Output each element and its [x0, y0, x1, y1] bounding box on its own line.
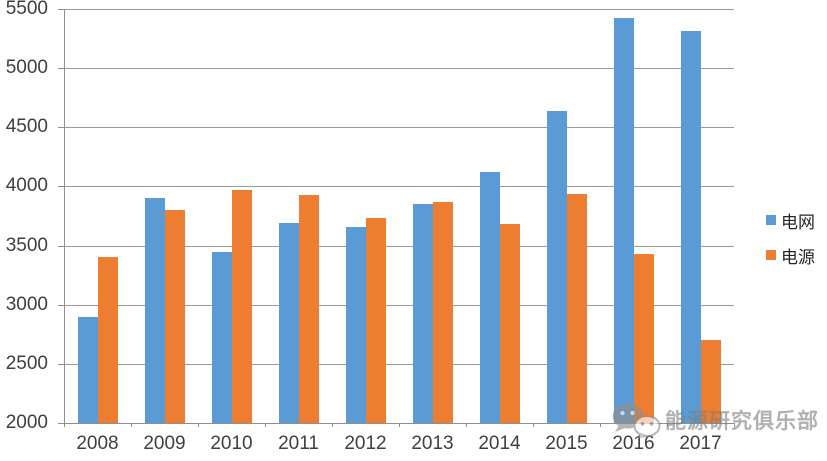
- y-axis-line: [64, 9, 65, 423]
- x-tick-label: 2008: [76, 433, 119, 454]
- x-tick-label: 2014: [478, 433, 521, 454]
- y-tick-label: 5500: [5, 0, 48, 19]
- y-axis-tick: [58, 186, 64, 188]
- bar-power-source-2008: [97, 256, 118, 423]
- y-axis-tick: [58, 9, 64, 10]
- y-tick-label: 3500: [5, 234, 48, 256]
- x-axis-tick: [198, 423, 199, 427]
- legend-item-power-source: 电源: [766, 246, 815, 267]
- legend-label-electric-grid: 电网: [781, 212, 815, 232]
- bar-power-source-2010: [231, 190, 252, 423]
- x-tick-label: 2011: [278, 433, 319, 454]
- y-grid-line: [64, 363, 734, 365]
- bar-electric-grid-2010: [211, 251, 232, 423]
- x-tick-label: 2012: [344, 433, 387, 454]
- y-grid-line: [64, 304, 734, 306]
- y-grid-line: [64, 9, 734, 10]
- bar-power-source-2016: [633, 253, 654, 423]
- bar-electric-grid-2009: [144, 198, 165, 423]
- bar-power-source-2015: [566, 193, 587, 423]
- x-axis-tick: [131, 423, 132, 427]
- bar-electric-grid-2015: [546, 110, 567, 423]
- x-axis-tick: [64, 423, 65, 427]
- x-tick-label: 2016: [612, 433, 655, 454]
- y-tick-label: 4000: [5, 175, 48, 197]
- y-tick-label: 2000: [5, 412, 48, 433]
- bar-electric-grid-2014: [479, 172, 500, 423]
- y-tick-label: 2500: [5, 352, 48, 374]
- x-axis-tick: [265, 423, 266, 427]
- x-tick-label: 2009: [143, 433, 186, 454]
- bar-electric-grid-2017: [680, 30, 701, 423]
- x-axis-tick: [399, 423, 400, 427]
- y-tick-label: 5000: [5, 57, 48, 79]
- y-axis-tick: [58, 304, 64, 306]
- y-axis-tick: [58, 423, 64, 424]
- x-axis-tick: [667, 423, 668, 427]
- x-tick-label: 2015: [545, 433, 588, 454]
- legend: 电网 电源: [766, 211, 815, 281]
- bar-power-source-2011: [298, 194, 319, 423]
- bar-power-source-2017: [700, 340, 721, 423]
- bar-electric-grid-2013: [412, 204, 433, 423]
- x-tick-label: 2010: [210, 433, 253, 454]
- x-axis-tick: [734, 423, 735, 427]
- bar-power-source-2009: [164, 209, 185, 423]
- x-axis-tick: [600, 423, 601, 427]
- legend-swatch-power-source: [766, 250, 776, 260]
- y-axis-tick: [58, 127, 64, 129]
- y-tick-label: 3000: [5, 293, 48, 315]
- x-axis-tick: [533, 423, 534, 427]
- x-axis-tick: [332, 423, 333, 427]
- bar-power-source-2014: [499, 223, 520, 423]
- y-axis-tick: [58, 245, 64, 247]
- y-tick-label: 4500: [5, 116, 48, 138]
- bar-electric-grid-2011: [278, 223, 299, 423]
- legend-label-power-source: 电源: [781, 247, 815, 267]
- legend-item-electric-grid: 电网: [766, 211, 815, 232]
- legend-swatch-electric-grid: [766, 215, 776, 225]
- y-grid-line: [64, 127, 734, 129]
- bar-power-source-2012: [365, 218, 386, 423]
- y-axis-tick: [58, 68, 64, 70]
- y-grid-line: [64, 186, 734, 188]
- x-tick-label: 2017: [679, 433, 722, 454]
- y-axis-tick: [58, 363, 64, 365]
- bar-electric-grid-2012: [345, 226, 366, 423]
- bar-power-source-2013: [432, 201, 453, 423]
- x-tick-label: 2013: [411, 433, 454, 454]
- y-grid-line: [64, 245, 734, 247]
- bar-electric-grid-2016: [613, 17, 634, 423]
- x-axis-tick: [466, 423, 467, 427]
- y-grid-line: [64, 68, 734, 70]
- bar-electric-grid-2008: [77, 317, 98, 423]
